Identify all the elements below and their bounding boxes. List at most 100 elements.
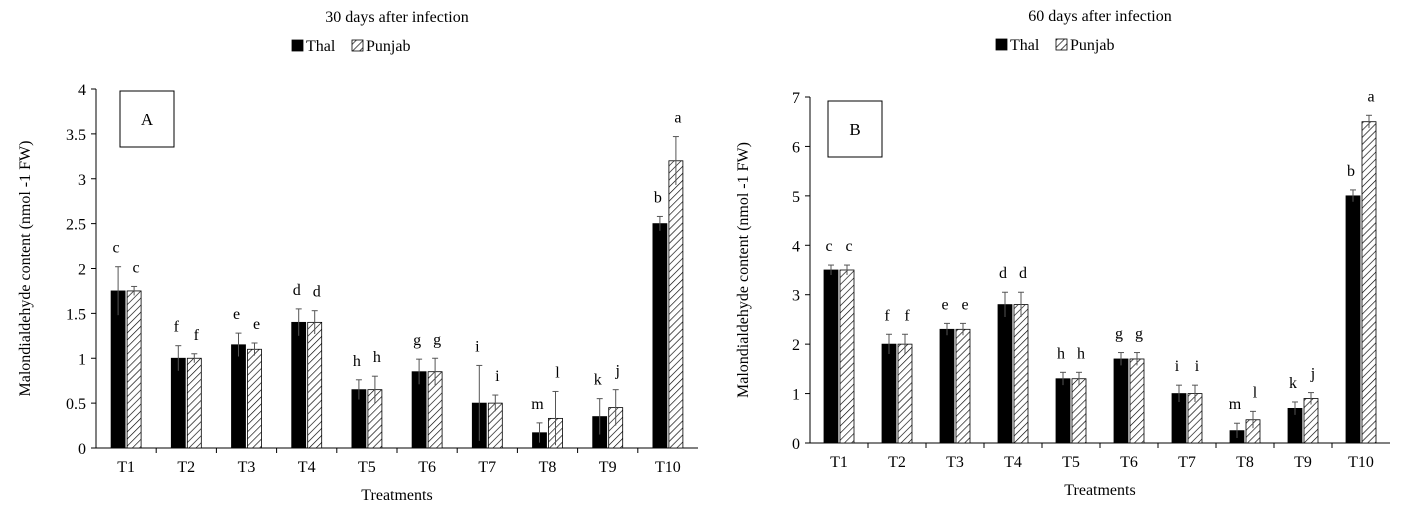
panel-label-box	[119, 90, 175, 148]
y-tick-label: 1.5	[66, 306, 86, 323]
y-tick-label: 0.5	[66, 396, 86, 413]
legend-swatch-punjab	[1055, 38, 1068, 51]
bar-punjab	[1129, 358, 1145, 444]
y-tick-label: 3	[792, 288, 800, 305]
y-axis-label: Malondialdehyde content (nmol -1 FW)	[17, 141, 34, 397]
y-tick-label: 0	[78, 441, 86, 458]
significance-letter: d	[313, 284, 321, 301]
significance-letter: c	[825, 238, 832, 255]
bar-punjab	[1361, 121, 1377, 444]
x-axis-label: Treatments	[1064, 482, 1135, 499]
x-tick-label: T5	[358, 459, 376, 476]
significance-letter: c	[845, 238, 852, 255]
bar-punjab	[668, 160, 684, 449]
x-tick-label: T6	[418, 459, 436, 476]
significance-letter: g	[1115, 326, 1123, 343]
y-tick-label: 7	[792, 90, 800, 107]
bar-thal	[1345, 195, 1361, 444]
chart-panel-a: 30 days after infection Thal Punjab A 0 0.5 1 1…	[17, 9, 698, 504]
significance-letter: f	[174, 319, 180, 336]
significance-letter: h	[1077, 345, 1085, 362]
chart-title: 60 days after infection	[1028, 8, 1172, 25]
x-tick-label: T3	[946, 454, 964, 471]
significance-letter: e	[233, 306, 240, 323]
bar-punjab	[1303, 398, 1319, 444]
x-tick-label: T8	[1236, 454, 1254, 471]
x-tick-label: T3	[238, 459, 256, 476]
x-tick-label: T9	[599, 459, 617, 476]
significance-letter: c	[113, 240, 120, 257]
significance-letter: k	[594, 372, 602, 389]
significance-letter: h	[353, 353, 361, 370]
bar-punjab	[897, 343, 913, 444]
x-tick-label: T2	[177, 459, 195, 476]
significance-letter: j	[614, 363, 619, 380]
significance-letter: d	[999, 265, 1007, 282]
bar-punjab	[1071, 378, 1087, 444]
x-tick-label: T10	[1348, 454, 1374, 471]
significance-letter: m	[1229, 396, 1242, 413]
bar-thal	[939, 328, 955, 444]
legend-label-thal: Thal	[306, 38, 336, 55]
panel-label: A	[141, 110, 154, 129]
bar-punjab	[307, 321, 323, 449]
legend: Thal Punjab	[291, 38, 410, 55]
y-tick-label: 2.5	[66, 217, 86, 234]
x-tick-label: T4	[1004, 454, 1022, 471]
legend: Thal Punjab	[995, 37, 1114, 54]
bar-punjab	[186, 357, 202, 449]
significance-letter: k	[1289, 375, 1297, 392]
y-tick-label: 3.5	[66, 127, 86, 144]
y-tick-label: 2	[78, 262, 86, 279]
y-tick-label: 6	[792, 139, 800, 156]
bar-thal	[170, 357, 186, 449]
legend-label-thal: Thal	[1010, 37, 1040, 54]
bar-thal	[231, 344, 246, 449]
significance-letter: m	[531, 396, 544, 413]
significance-letter: d	[293, 282, 301, 299]
x-axis-label: Treatments	[361, 487, 432, 504]
x-tick-label: T7	[1178, 454, 1196, 471]
y-tick-label: 4	[78, 82, 86, 99]
significance-letter: b	[1347, 163, 1355, 180]
significance-letter: i	[495, 368, 500, 385]
significance-letter: e	[253, 316, 260, 333]
bar-punjab	[839, 269, 855, 444]
significance-letter: f	[194, 327, 200, 344]
significance-letter: c	[133, 259, 140, 276]
significance-letter: i	[1175, 358, 1180, 375]
y-axis-label: Malondialdehyde content (nmol -1 FW)	[735, 142, 752, 398]
x-tick-label: T5	[1062, 454, 1080, 471]
legend-swatch-thal	[291, 39, 304, 52]
legend-swatch-punjab	[351, 39, 364, 52]
x-tick-label: T9	[1294, 454, 1312, 471]
y-tick-label: 3	[78, 172, 86, 189]
significance-letter: h	[373, 349, 381, 366]
x-tick-label: T6	[1120, 454, 1138, 471]
chart-panel-b: 60 days after infection Thal Punjab B 0 1 2 3 4 5…	[735, 8, 1390, 499]
significance-letter: i	[475, 338, 480, 355]
bar-thal	[1055, 378, 1071, 444]
significance-letter: b	[654, 189, 662, 206]
x-tick-label: T1	[830, 454, 848, 471]
y-tick-label: 1	[792, 387, 800, 404]
bar-thal	[881, 343, 897, 444]
x-tick-label: T2	[888, 454, 906, 471]
legend-label-punjab: Punjab	[366, 38, 410, 55]
significance-letter: a	[674, 110, 681, 127]
x-tick-label: T7	[478, 459, 496, 476]
significance-letter: e	[961, 296, 968, 313]
bar-thal	[291, 321, 307, 449]
panel-label-box	[827, 100, 883, 158]
x-tick-label: T10	[655, 459, 681, 476]
significance-letter: d	[1019, 265, 1027, 282]
y-tick-label: 5	[792, 189, 800, 206]
significance-letter: a	[1367, 88, 1374, 105]
bar-punjab	[247, 348, 262, 449]
bar-thal	[652, 223, 668, 449]
significance-letter: f	[884, 307, 890, 324]
significance-letter: g	[413, 332, 421, 349]
y-tick-label: 2	[792, 337, 800, 354]
significance-letter: j	[1310, 366, 1315, 383]
legend-swatch-thal	[995, 38, 1008, 51]
